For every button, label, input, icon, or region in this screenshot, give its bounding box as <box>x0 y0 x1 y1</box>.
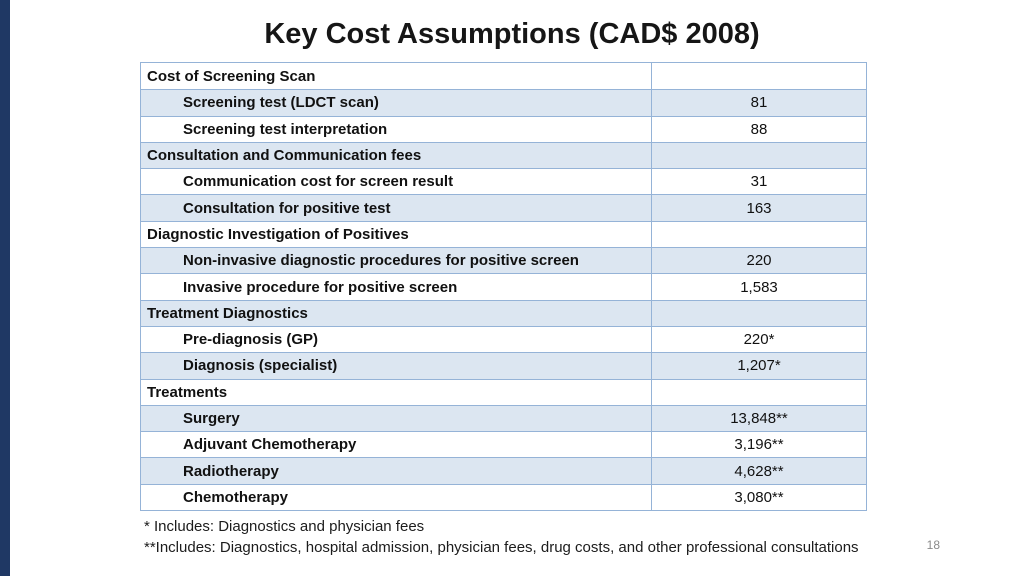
row-value <box>651 63 866 90</box>
row-label: Treatments <box>147 383 228 401</box>
row-label: Consultation for positive test <box>183 199 391 217</box>
row-value: 220 <box>651 248 866 274</box>
row-label: Communication cost for screen result <box>183 173 454 191</box>
table-row: Diagnostic Investigation of Positives <box>141 220 866 248</box>
row-label: Adjuvant Chemotherapy <box>183 436 357 454</box>
row-value: 1,583 <box>651 274 866 300</box>
table-row: Consultation for positive test 163 <box>141 194 866 221</box>
row-value: 3,196** <box>651 432 866 458</box>
row-value: 163 <box>651 195 866 221</box>
row-label: Non-invasive diagnostic procedures for p… <box>183 252 579 270</box>
table-row: Surgery 13,848** <box>141 404 866 432</box>
row-label: Diagnosis (specialist) <box>183 357 338 375</box>
table-row: Screening test interpretation 88 <box>141 115 866 142</box>
row-value: 31 <box>651 169 866 195</box>
row-value <box>651 221 866 248</box>
table-row: Adjuvant Chemotherapy 3,196** <box>141 431 866 458</box>
footnote-single-asterisk: * Includes: Diagnostics and physician fe… <box>144 518 425 535</box>
table-row: Non-invasive diagnostic procedures for p… <box>141 247 866 274</box>
page-number: 18 <box>926 538 940 552</box>
row-label: Screening test (LDCT scan) <box>183 94 379 112</box>
row-label: Surgery <box>183 410 240 427</box>
left-accent-bar <box>0 0 10 576</box>
table-row: Diagnosis (specialist) 1,207* <box>141 352 866 379</box>
table-row: Cost of Screening Scan <box>141 63 866 90</box>
cost-assumptions-table: Cost of Screening Scan Screening test (LD… <box>140 62 867 512</box>
table-row: Communication cost for screen result 31 <box>141 168 866 195</box>
row-value: 88 <box>651 116 866 142</box>
table-row: Treatment Diagnostics <box>141 299 866 326</box>
row-value: 220* <box>651 326 866 353</box>
row-value: 13,848** <box>651 405 866 432</box>
table-row: Pre-diagnosis (GP) 220* <box>141 325 866 353</box>
row-value: 1,207* <box>651 353 866 379</box>
row-label: Screening test interpretation <box>183 120 388 138</box>
row-label: Radiotherapy <box>183 462 279 480</box>
table-row: Radiotherapy 4,628** <box>141 457 866 484</box>
row-label: Invasive procedure for positive screen <box>183 278 458 296</box>
row-label: Diagnostic Investigation of Positives <box>147 225 409 243</box>
slide-title: Key Cost Assumptions (CAD$ 2008) <box>264 18 760 50</box>
table-row: Consultation and Communication fees <box>141 141 866 169</box>
table-row: Invasive procedure for positive screen 1,… <box>141 273 866 300</box>
row-label: Pre-diagnosis (GP) <box>183 331 319 349</box>
row-value: 3,080** <box>651 484 866 511</box>
row-label: Chemotherapy <box>183 488 289 506</box>
table-row: Treatments <box>141 378 866 405</box>
footnote-double-asterisk: **Includes: Diagnostics, hospital admiss… <box>144 539 859 556</box>
row-value: 81 <box>651 90 866 116</box>
row-value: 4,628** <box>651 458 866 484</box>
row-label: Treatment Diagnostics <box>147 304 308 322</box>
table-row: Chemotherapy 3,080** <box>141 483 866 511</box>
table-row: Screening test (LDCT scan) 81 <box>141 89 866 116</box>
row-label: Consultation and Communication fees <box>147 147 422 165</box>
row-value <box>651 142 866 169</box>
row-label: Cost of Screening Scan <box>147 67 316 85</box>
row-value <box>651 300 866 326</box>
footnotes: * Includes: Diagnostics and physician fe… <box>144 516 859 558</box>
row-value <box>651 379 866 405</box>
